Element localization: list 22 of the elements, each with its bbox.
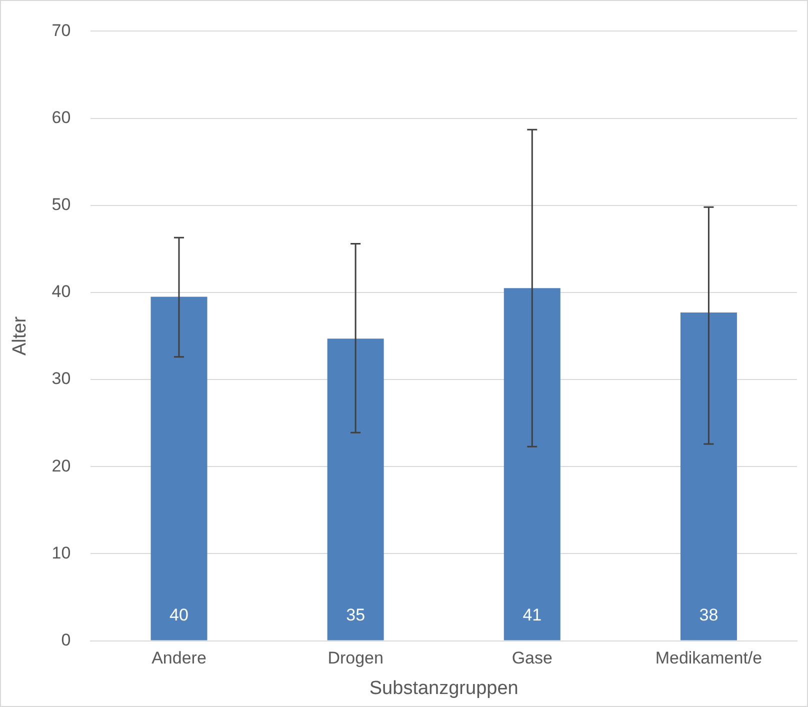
y-tick-label: 30 xyxy=(52,369,71,388)
y-tick-label: 20 xyxy=(52,456,71,476)
bar xyxy=(680,312,737,640)
y-tick-label: 70 xyxy=(52,20,71,40)
x-axis-title: Substanzgruppen xyxy=(369,678,518,699)
data-label: 40 xyxy=(170,605,188,624)
y-tick-label: 50 xyxy=(52,195,71,214)
y-tick-label: 10 xyxy=(52,543,71,562)
data-label: 41 xyxy=(522,605,542,624)
x-tick-label: Medikament/e xyxy=(655,648,762,668)
x-tick-label: Andere xyxy=(152,648,206,668)
y-tick-label: 0 xyxy=(61,630,71,650)
bar xyxy=(150,296,208,640)
data-label: 35 xyxy=(346,605,366,624)
x-tick-label: Gase xyxy=(512,648,552,668)
y-tick-label: 40 xyxy=(52,282,71,302)
bar xyxy=(504,288,560,640)
x-tick-label: Drogen xyxy=(328,648,384,668)
y-tick-label: 60 xyxy=(52,108,71,127)
y-axis-title: Alter xyxy=(10,316,31,356)
bar xyxy=(327,338,384,640)
data-label: 38 xyxy=(699,605,718,624)
